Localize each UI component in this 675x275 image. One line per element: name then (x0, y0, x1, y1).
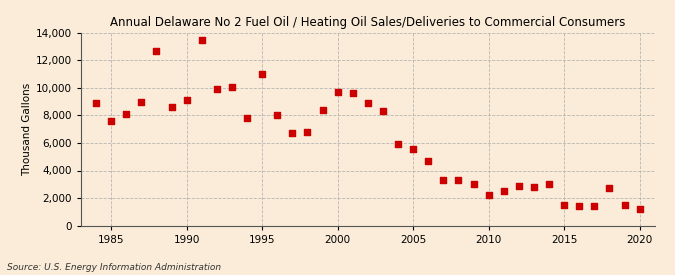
Point (227, 84, 238, 89)
Point (348, 91, 358, 96)
Point (256, 72, 267, 76)
Point (302, 130, 313, 134)
Point (529, 185, 539, 189)
Point (182, 98, 192, 103)
Point (90, 101, 101, 105)
Point (438, 178, 449, 182)
Point (423, 159, 433, 163)
Point (211, 87, 222, 92)
Point (242, 116, 252, 120)
Text: Source: U.S. Energy Information Administration: Source: U.S. Energy Information Administ… (7, 263, 221, 272)
Point (514, 183, 524, 188)
Point (362, 101, 373, 105)
Point (543, 182, 554, 186)
Point (574, 204, 585, 208)
Point (166, 105, 177, 109)
Point (121, 112, 132, 116)
Point (106, 119, 117, 123)
Title: Annual Delaware No 2 Fuel Oil / Heating Oil Sales/Deliveries to Commercial Consu: Annual Delaware No 2 Fuel Oil / Heating … (110, 16, 626, 29)
Point (483, 193, 494, 197)
Y-axis label: Thousand Gallons: Thousand Gallons (22, 82, 32, 176)
Point (377, 109, 388, 114)
Point (332, 90, 343, 94)
Point (393, 142, 404, 147)
Point (498, 189, 509, 193)
Point (604, 186, 615, 191)
Point (151, 49, 162, 53)
Point (408, 146, 418, 151)
Point (453, 178, 464, 182)
Point (272, 113, 283, 118)
Point (619, 203, 630, 207)
Point (468, 182, 479, 186)
Point (589, 204, 600, 208)
Point (196, 38, 207, 42)
Point (634, 207, 645, 211)
Point (287, 131, 298, 136)
Point (136, 100, 146, 104)
Point (559, 203, 570, 207)
Point (317, 108, 328, 112)
